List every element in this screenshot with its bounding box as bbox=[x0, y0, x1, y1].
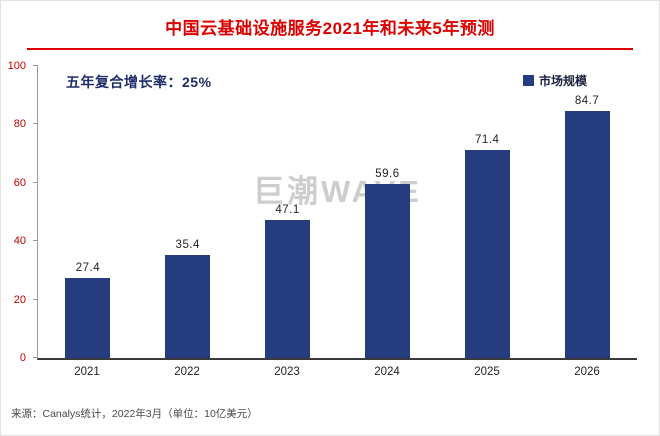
x-axis-label: 2022 bbox=[174, 366, 200, 378]
bar-value-label: 59.6 bbox=[375, 167, 400, 180]
bar-chart: 0 20 40 60 80 100 五年复合增长率：25% 市场规模 巨潮WAVE 27.… bbox=[8, 60, 637, 364]
legend-label: 市场规模 bbox=[538, 74, 587, 88]
y-tick-mark bbox=[33, 240, 38, 242]
x-axis-label: 2024 bbox=[374, 366, 400, 378]
bar bbox=[165, 254, 211, 358]
bar bbox=[65, 278, 111, 358]
bar bbox=[364, 183, 410, 358]
y-tick-label: 80 bbox=[13, 118, 26, 131]
bar-slot: 47.1 bbox=[238, 66, 338, 358]
x-axis-label: 2023 bbox=[274, 366, 300, 378]
bar-value-label: 35.4 bbox=[175, 238, 200, 251]
y-tick-mark bbox=[33, 181, 38, 183]
legend: 市场规模 bbox=[522, 72, 587, 89]
y-tick-label: 40 bbox=[13, 235, 26, 248]
y-tick-mark bbox=[33, 357, 38, 358]
x-axis-label: 2026 bbox=[574, 366, 600, 378]
bars: 27.4 35.4 47.1 59.6 71.4 84.7 bbox=[38, 66, 637, 358]
x-axis-label: 2025 bbox=[474, 366, 500, 378]
x-axis-label: 2021 bbox=[74, 366, 100, 378]
y-axis: 0 20 40 60 80 100 bbox=[2, 60, 32, 364]
bar-value-label: 27.4 bbox=[75, 262, 101, 274]
y-tick-label: 0 bbox=[19, 352, 26, 364]
y-tick-label: 100 bbox=[7, 60, 26, 72]
bar-value-label: 71.4 bbox=[475, 133, 500, 146]
cagr-annotation: 五年复合增长率：25% bbox=[66, 74, 212, 90]
source-note: 来源：Canalys统计，2022年3月（单位：10亿美元） bbox=[11, 408, 258, 420]
y-tick-mark bbox=[33, 65, 38, 66]
x-labels: 2021 2022 2023 2024 2025 2026 bbox=[37, 360, 637, 378]
y-tick-label: 60 bbox=[13, 176, 26, 189]
legend-swatch bbox=[522, 75, 534, 86]
bar-slot: 71.4 bbox=[437, 66, 537, 358]
bar-slot: 84.7 bbox=[537, 66, 637, 358]
chart-title: 中国云基础设施服务2021年和未来5年预测 bbox=[165, 19, 495, 38]
bar-value-label: 47.1 bbox=[275, 204, 300, 217]
bar bbox=[564, 110, 610, 358]
bar-slot: 35.4 bbox=[138, 66, 238, 358]
bar bbox=[265, 220, 311, 358]
bar-slot: 27.4 bbox=[38, 66, 138, 358]
title-divider bbox=[27, 48, 633, 50]
bar-slot: 59.6 bbox=[337, 66, 437, 358]
bar bbox=[464, 149, 510, 358]
y-tick-label: 20 bbox=[13, 293, 26, 306]
y-tick-mark bbox=[33, 123, 38, 125]
bar-value-label: 84.7 bbox=[574, 94, 600, 107]
y-tick-mark bbox=[33, 298, 38, 300]
